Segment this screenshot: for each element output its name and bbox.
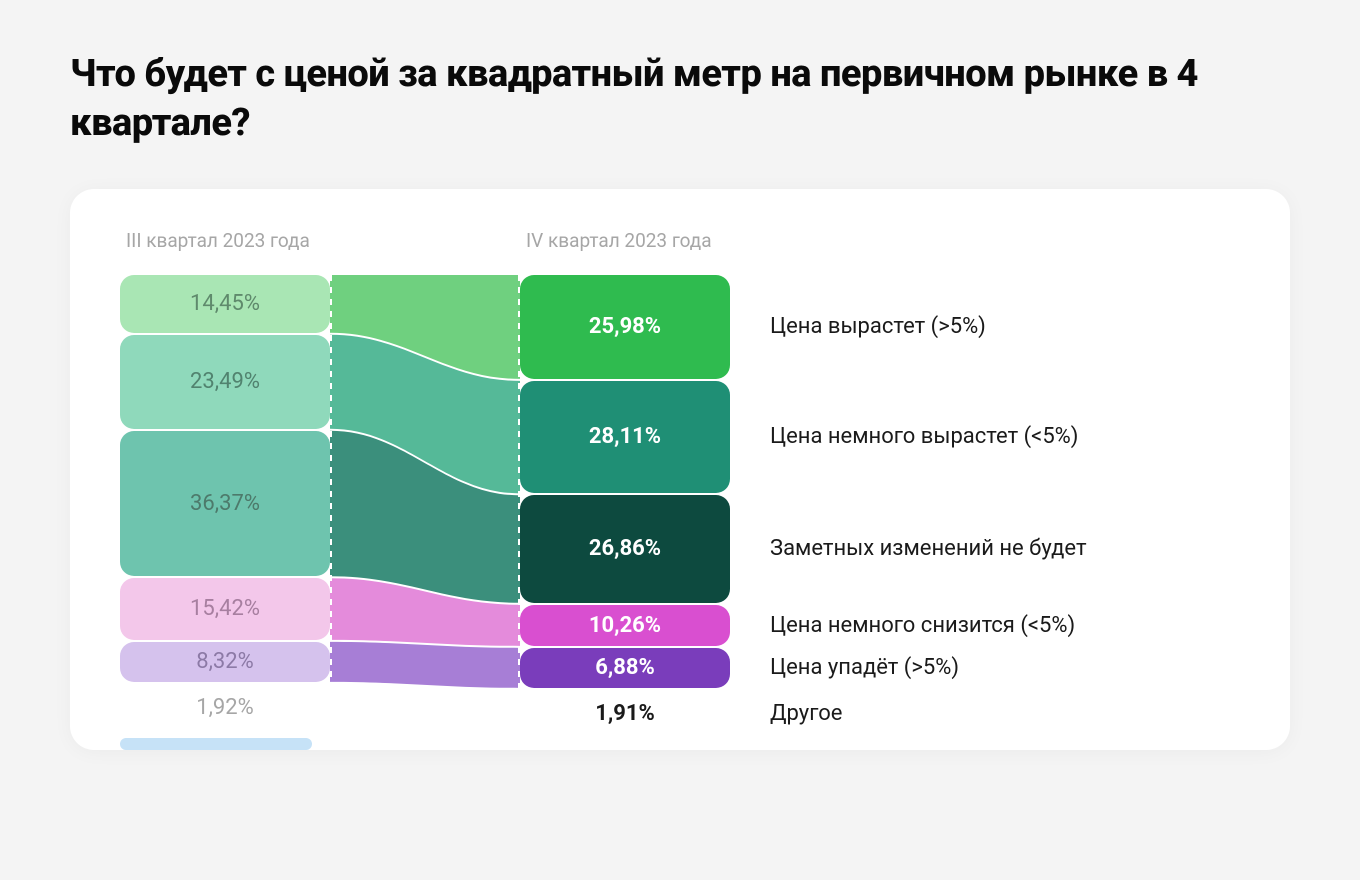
column-q3: III квартал 2023 года 14,45%23,49%36,37%… bbox=[120, 229, 330, 750]
other-underline-bar bbox=[120, 738, 312, 750]
legend-item: Другое bbox=[770, 690, 1240, 738]
segment-q4: 10,26% bbox=[520, 605, 730, 646]
segment-q4: 1,91% bbox=[520, 690, 730, 738]
legend-item: Цена упадёт (>5%) bbox=[770, 648, 1240, 688]
column-q4: IV квартал 2023 года 25,98%28,11%26,86%1… bbox=[520, 229, 730, 750]
page-title: Что будет с ценой за квадратный метр на … bbox=[70, 50, 1290, 149]
segment-q3: 36,37% bbox=[120, 431, 330, 576]
header-q4: IV квартал 2023 года bbox=[520, 229, 730, 275]
legend-item: Цена немного вырастет (<5%) bbox=[770, 381, 1240, 493]
segment-q3: 8,32% bbox=[120, 642, 330, 682]
connector-svg bbox=[330, 275, 520, 740]
chart-card: III квартал 2023 года 14,45%23,49%36,37%… bbox=[70, 189, 1290, 750]
segment-q4: 26,86% bbox=[520, 495, 730, 602]
legend-column: Цена вырастет (>5%)Цена немного вырастет… bbox=[730, 229, 1240, 750]
segment-q3: 1,92% bbox=[120, 684, 330, 732]
segment-q4: 28,11% bbox=[520, 381, 730, 493]
segment-q3: 15,42% bbox=[120, 578, 330, 640]
legend-item: Заметных изменений не будет bbox=[770, 495, 1240, 602]
column-connector bbox=[330, 229, 520, 750]
connector bbox=[330, 642, 520, 688]
segment-q3: 23,49% bbox=[120, 335, 330, 429]
legend-item: Цена немного снизится (<5%) bbox=[770, 605, 1240, 646]
segment-q3: 14,45% bbox=[120, 275, 330, 333]
segment-q4: 25,98% bbox=[520, 275, 730, 379]
legend-item: Цена вырастет (>5%) bbox=[770, 275, 1240, 379]
header-spacer bbox=[330, 229, 520, 275]
header-q3: III квартал 2023 года bbox=[120, 229, 330, 275]
chart-area: III квартал 2023 года 14,45%23,49%36,37%… bbox=[120, 229, 1240, 750]
segment-q4: 6,88% bbox=[520, 648, 730, 688]
